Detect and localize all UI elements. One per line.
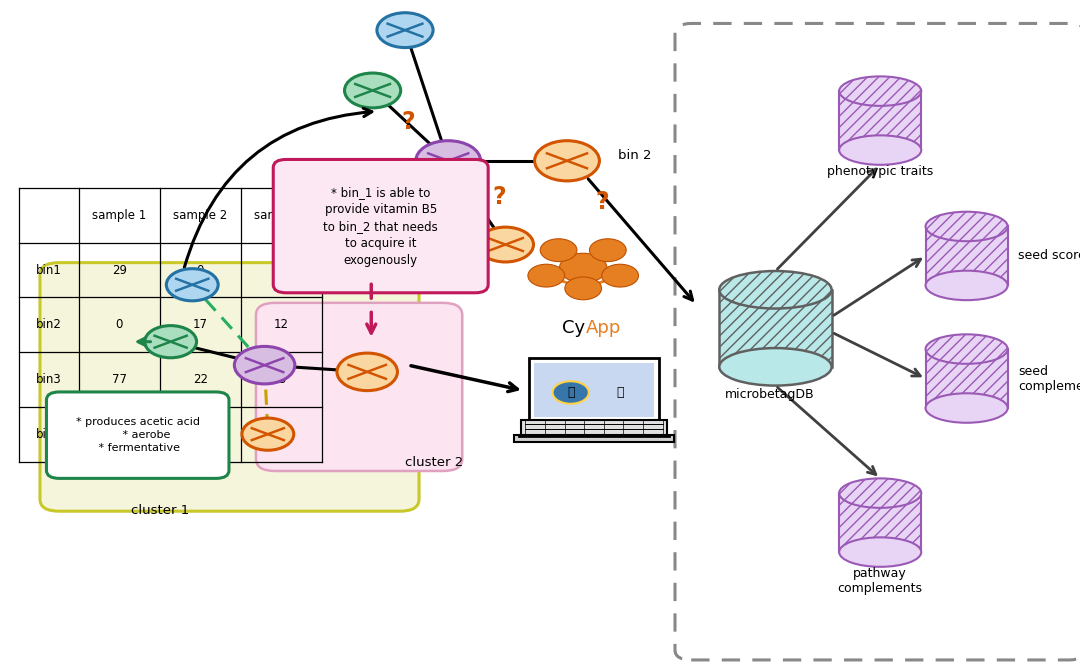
- Text: sample 2: sample 2: [173, 208, 228, 222]
- Bar: [926, 226, 1008, 285]
- Text: bin 2: bin 2: [618, 149, 651, 162]
- Bar: [19, 188, 322, 462]
- FancyBboxPatch shape: [273, 159, 488, 293]
- Bar: [839, 91, 921, 150]
- Text: App: App: [585, 320, 621, 337]
- Bar: [719, 289, 832, 367]
- Text: ?: ?: [492, 185, 505, 209]
- Text: seed
complements: seed complements: [1018, 364, 1080, 393]
- Text: 45: 45: [193, 428, 207, 442]
- Circle shape: [477, 227, 534, 262]
- Bar: [926, 226, 1008, 285]
- Ellipse shape: [719, 348, 832, 385]
- Circle shape: [166, 269, 218, 301]
- Circle shape: [337, 353, 397, 391]
- Bar: [839, 493, 921, 552]
- Text: 12: 12: [274, 318, 288, 332]
- Circle shape: [345, 73, 401, 108]
- Ellipse shape: [926, 212, 1008, 241]
- Circle shape: [242, 418, 294, 450]
- Bar: [522, 419, 666, 436]
- Ellipse shape: [926, 334, 1008, 364]
- Bar: [529, 358, 659, 421]
- Circle shape: [565, 277, 602, 299]
- Text: 76: 76: [112, 428, 126, 442]
- Text: 29: 29: [112, 263, 126, 277]
- Bar: [514, 435, 674, 442]
- Text: ?: ?: [596, 190, 609, 214]
- FancyBboxPatch shape: [675, 23, 1080, 660]
- Text: bin1: bin1: [37, 263, 62, 277]
- Text: microbetagDB: microbetagDB: [726, 388, 814, 401]
- Circle shape: [590, 239, 626, 261]
- Circle shape: [145, 326, 197, 358]
- Text: pathway
complements: pathway complements: [838, 567, 922, 595]
- Text: 17: 17: [193, 318, 207, 332]
- Text: bin2: bin2: [37, 318, 62, 332]
- Bar: [839, 493, 921, 552]
- Text: 22: 22: [193, 373, 207, 387]
- Circle shape: [416, 141, 481, 181]
- Text: bin3: bin3: [37, 373, 62, 387]
- Bar: [719, 289, 832, 367]
- Text: Cy: Cy: [563, 320, 585, 337]
- Circle shape: [602, 264, 638, 287]
- Circle shape: [234, 346, 295, 384]
- Circle shape: [540, 239, 577, 261]
- Ellipse shape: [839, 76, 921, 106]
- Bar: [535, 363, 653, 417]
- FancyBboxPatch shape: [40, 263, 419, 511]
- Bar: [926, 349, 1008, 408]
- Text: bin4: bin4: [37, 428, 62, 442]
- Text: sample 1: sample 1: [92, 208, 147, 222]
- Text: cluster 2: cluster 2: [405, 456, 463, 468]
- FancyBboxPatch shape: [46, 392, 229, 478]
- Text: * produces acetic acid
     * aerobe
 * fermentative: * produces acetic acid * aerobe * fermen…: [76, 417, 200, 454]
- Ellipse shape: [839, 135, 921, 165]
- Text: 🐧: 🐧: [617, 386, 623, 399]
- Text: cluster 1: cluster 1: [131, 504, 189, 517]
- FancyBboxPatch shape: [256, 303, 462, 471]
- Text: phenotypic traits: phenotypic traits: [827, 165, 933, 178]
- Text: sample 3: sample 3: [254, 208, 309, 222]
- Text: 🐍: 🐍: [567, 386, 575, 399]
- Text: 6: 6: [278, 428, 285, 442]
- Text: seed scores: seed scores: [1018, 249, 1080, 263]
- Ellipse shape: [926, 271, 1008, 300]
- Ellipse shape: [719, 271, 832, 308]
- Text: * bin_1 is able to
provide vitamin B5
to bin_2 that needs
to acquire it
exogenou: * bin_1 is able to provide vitamin B5 to…: [323, 186, 438, 267]
- Circle shape: [528, 264, 565, 287]
- Text: ?: ?: [402, 110, 415, 134]
- Text: bin 1: bin 1: [431, 190, 465, 202]
- Text: 0: 0: [116, 318, 123, 332]
- Text: 5: 5: [278, 373, 285, 387]
- Bar: [839, 91, 921, 150]
- Ellipse shape: [926, 393, 1008, 423]
- Text: 0: 0: [197, 263, 204, 277]
- Circle shape: [559, 253, 607, 283]
- Ellipse shape: [839, 478, 921, 508]
- Bar: [926, 349, 1008, 408]
- Text: 18: 18: [274, 263, 288, 277]
- Circle shape: [535, 141, 599, 181]
- Text: 77: 77: [112, 373, 126, 387]
- Circle shape: [377, 13, 433, 48]
- Ellipse shape: [839, 537, 921, 567]
- Circle shape: [553, 381, 589, 404]
